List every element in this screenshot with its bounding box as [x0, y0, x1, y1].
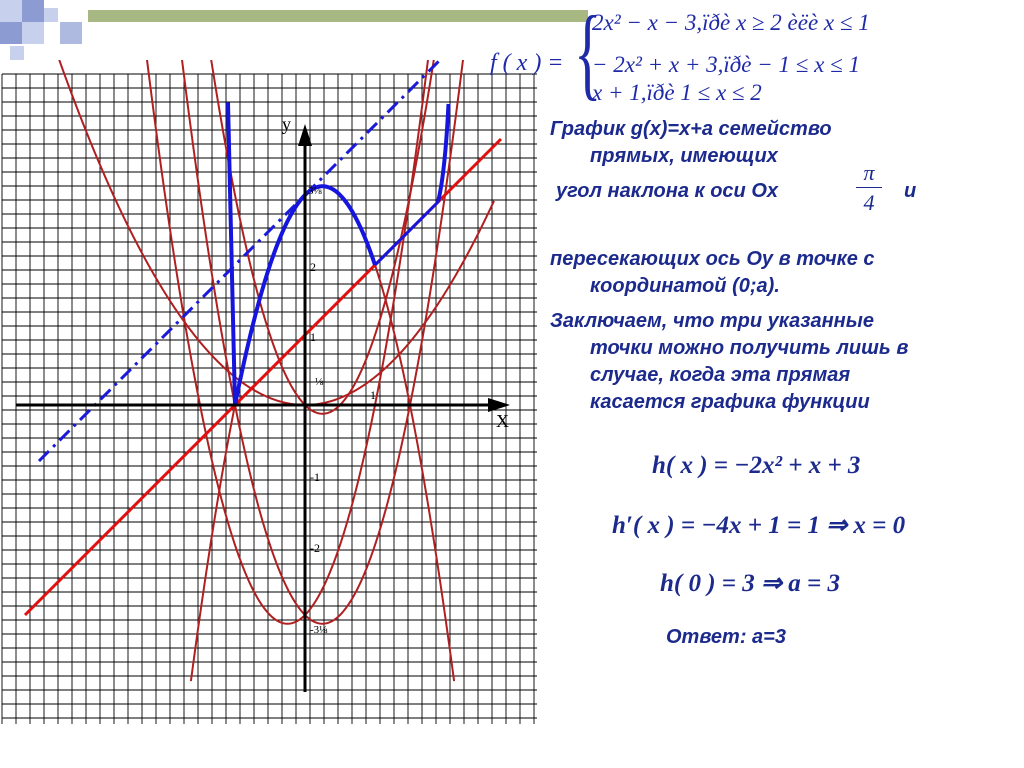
text-line-7: точки можно получить лишь в: [590, 337, 909, 359]
text-line-3: угол наклона к оси Ох: [556, 180, 778, 202]
piecewise-formula: f ( x ) = { 2x² − x − 3,ïðè x ≥ 2 èëè x …: [488, 0, 1024, 110]
deco-square: [0, 22, 22, 44]
parabola-curve-0: [181, 60, 464, 625]
tick-y-m3-1-8: -3⅛: [310, 624, 328, 636]
curves: [23, 60, 503, 682]
formula-case-3: x + 1,ïðè 1 ≤ x ≤ 2: [592, 80, 762, 105]
text-line-8: случае, когда эта прямая: [590, 364, 851, 386]
y-axis-arrow: [298, 124, 312, 146]
formula-brace: {: [574, 0, 602, 110]
tick-y-m1: -1: [310, 470, 320, 484]
equation-h-derivative: h′( x ) = −4x + 1 = 1 ⇒ x = 0: [612, 512, 906, 539]
answer: Ответ: а=3: [666, 626, 786, 648]
text-line-9: касается графика функции: [590, 391, 870, 413]
grid: [1, 73, 537, 724]
text-line-1: График g(x)=x+a семейство: [550, 118, 832, 140]
parabola-curve-2: [146, 60, 429, 625]
parabola-curve-3: [210, 60, 435, 415]
header-decoration: [0, 0, 588, 60]
tick-y-2: 2: [310, 260, 316, 274]
equation-h: h( x ) = −2x² + x + 3: [652, 452, 861, 479]
deco-square: [22, 22, 44, 44]
text-line-3-end: и: [904, 180, 917, 202]
deco-square: [0, 0, 22, 22]
equation-h-at-zero: h( 0 ) = 3 ⇒ a = 3: [660, 570, 840, 597]
f-branch-right: [436, 103, 451, 203]
deco-square: [10, 46, 24, 60]
x-axis-label: X: [496, 411, 509, 431]
text-line-2: прямых, имеющих: [590, 145, 778, 167]
fraction-bar: [856, 187, 882, 188]
deco-bar: [88, 10, 588, 22]
formula-lhs: f ( x ) =: [490, 50, 564, 76]
tick-x-1: 1: [370, 388, 376, 402]
tick-y-1-8: ⅛: [315, 376, 324, 388]
fraction-numerator: π: [863, 160, 875, 185]
deco-square: [22, 0, 44, 22]
pi-over-4-fraction: π 4: [856, 160, 882, 216]
tangent-line-dashdot: [37, 60, 443, 463]
axes: [16, 124, 510, 692]
tick-y-3-1-8: 3⅛: [308, 185, 323, 197]
y-axis-label: y: [282, 114, 291, 134]
fraction-denominator: 4: [863, 190, 875, 215]
formula-case-1: 2x² − x − 3,ïðè x ≥ 2 èëè x ≤ 1: [592, 10, 870, 35]
text-line-5: координатой (0;а).: [590, 275, 780, 297]
text-line-4: пересекающих ось Оу в точке с: [550, 248, 875, 270]
deco-square: [44, 8, 58, 22]
f-branch-line: [373, 200, 440, 267]
tick-y-m2: -2: [310, 541, 320, 555]
parabola-curve-4: [58, 60, 495, 406]
f-branch-left: [226, 102, 237, 406]
x-axis-arrow: [488, 398, 510, 412]
function-graph: X y 3⅛ 2 1 ⅛ 1 -1 -2 -3⅛: [1, 60, 537, 724]
deco-square: [60, 22, 82, 44]
text-line-6: Заключаем, что три указанные: [550, 310, 874, 332]
tick-y-1: 1: [310, 330, 316, 344]
formula-case-2: − 2x² + x + 3,ïðè − 1 ≤ x ≤ 1: [592, 52, 860, 77]
